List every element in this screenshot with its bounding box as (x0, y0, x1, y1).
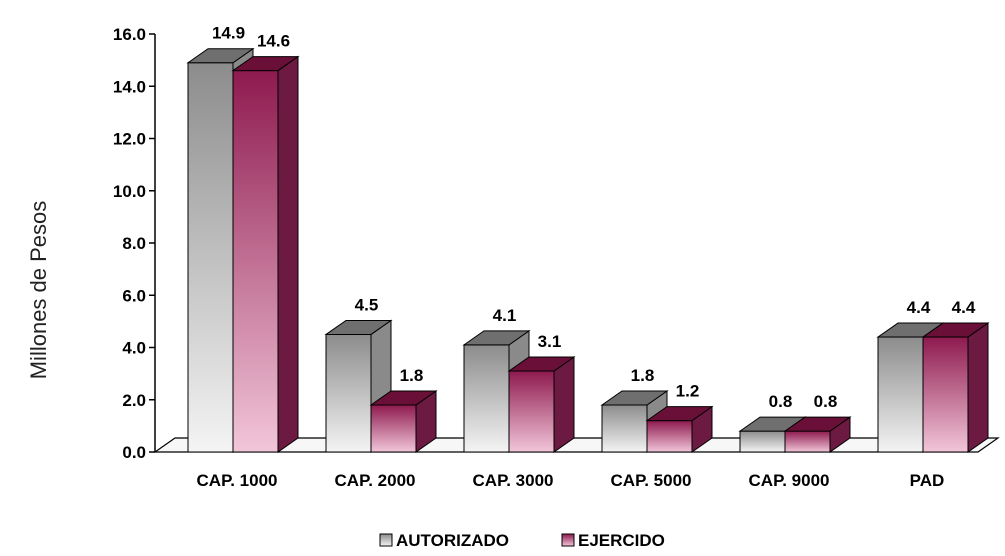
bar-ejercido-2 (369, 390, 438, 453)
data-labels: 14.9 14.6 4.5 1.8 4.1 3.1 1.8 1.2 0.8 0.8 4.4 4.4 (212, 24, 976, 411)
y-tick-label: 2.0 (122, 391, 146, 410)
bar-front-face (922, 336, 969, 453)
legend-label: EJERCIDO (578, 531, 665, 550)
bars (186, 47, 990, 453)
data-label: 3.1 (538, 332, 562, 351)
bar-side-face (967, 322, 989, 453)
bar-front-face (508, 370, 555, 453)
y-tick-label: 14.0 (113, 77, 146, 96)
legend-item-autorizado: AUTORIZADO (379, 531, 509, 550)
data-label: 1.8 (631, 366, 655, 385)
bar-ejercido-1 (231, 55, 300, 453)
bar-side-face (277, 55, 299, 453)
bar-top-face (507, 356, 576, 372)
data-label: 14.9 (212, 24, 245, 43)
y-tick-label: 4.0 (122, 339, 146, 358)
bar-front-face (463, 344, 510, 453)
bar-front-face (877, 336, 924, 453)
legend-label: AUTORIZADO (396, 531, 509, 550)
category-label: CAP. 3000 (473, 471, 554, 490)
bar-ejercido-3 (507, 356, 576, 453)
bar-front-face (187, 62, 234, 453)
category-label: CAP. 2000 (335, 471, 416, 490)
bar-ejercido-4 (645, 405, 714, 453)
bar-ejercido-6 (921, 322, 990, 453)
bar-front-face (601, 404, 648, 453)
bar-front-face (232, 70, 279, 453)
bar-top-face (645, 406, 714, 422)
y-tick-label: 12.0 (113, 130, 146, 149)
bar-front-face (325, 333, 372, 453)
y-tick-label: 8.0 (122, 234, 146, 253)
bar-front-face (370, 404, 417, 453)
data-label: 1.2 (676, 382, 700, 401)
y-tick-label: 0.0 (122, 443, 146, 462)
bar-top-face (783, 416, 852, 432)
bar-top-face (369, 390, 438, 406)
bar-top-face (600, 390, 669, 406)
data-label: 4.1 (493, 306, 517, 325)
data-label: 0.8 (769, 392, 793, 411)
category-label: PAD (910, 471, 945, 490)
bar-top-face (324, 319, 393, 335)
bar-front-face (784, 430, 831, 453)
legend-swatch (561, 533, 575, 547)
data-label: 4.4 (907, 298, 931, 317)
bar-top-face (231, 56, 300, 72)
bar-top-face (186, 48, 255, 64)
category-label: CAP. 5000 (611, 471, 692, 490)
y-tick-label: 10.0 (113, 182, 146, 201)
data-label: 4.5 (355, 295, 379, 314)
data-label: 14.6 (257, 32, 290, 51)
bar-top-face (462, 330, 531, 346)
legend: AUTORIZADO EJERCIDO (379, 531, 665, 550)
bar-front-face (739, 430, 786, 453)
bar-top-face (921, 322, 990, 338)
category-label: CAP. 9000 (749, 471, 830, 490)
category-labels: CAP. 1000 CAP. 2000 CAP. 3000 CAP. 5000 CAP.… (197, 471, 945, 490)
bar-front-face (646, 420, 693, 453)
bar-side-face (553, 356, 575, 453)
data-label: 0.8 (814, 392, 838, 411)
y-tick-label: 6.0 (122, 286, 146, 305)
y-axis: 0.0 2.0 4.0 6.0 8.0 10.0 12.0 14.0 16.0 (113, 25, 156, 462)
category-label: CAP. 1000 (197, 471, 278, 490)
data-label: 4.4 (952, 298, 976, 317)
y-axis-title: Millones de Pesos (26, 201, 51, 380)
bar-ejercido-5 (783, 416, 852, 453)
legend-swatch (379, 533, 393, 547)
y-tick-label: 16.0 (113, 25, 146, 44)
data-label: 1.8 (400, 366, 424, 385)
legend-item-ejercido: EJERCIDO (561, 531, 665, 550)
